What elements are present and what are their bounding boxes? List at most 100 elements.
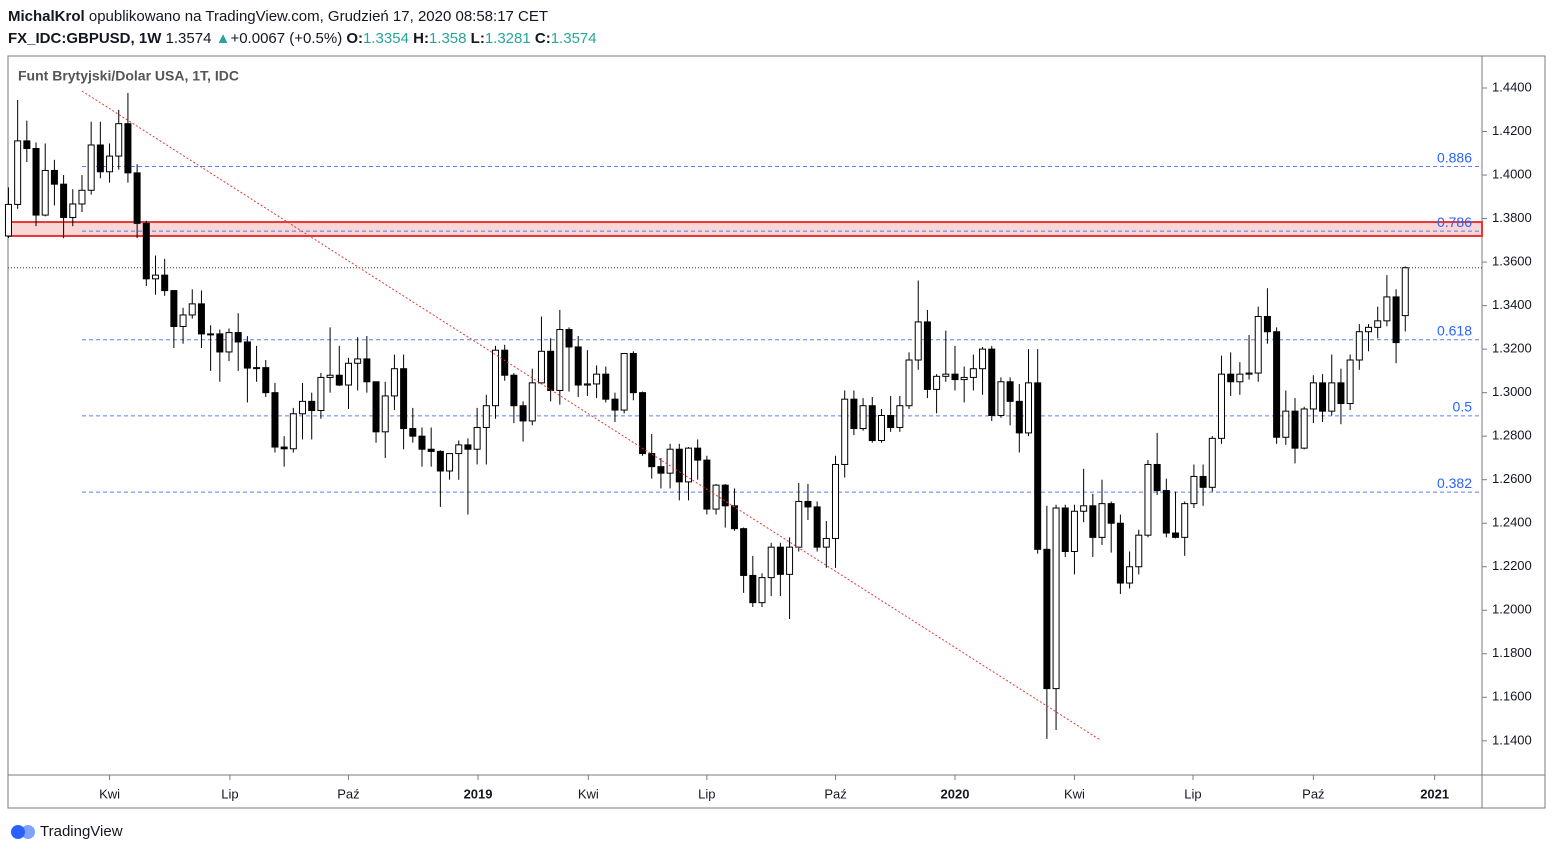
candle-body [1126,566,1134,584]
candle-body [537,350,545,384]
resistance-zone [7,221,1483,237]
candle-body [1070,510,1078,553]
candle-body [639,392,647,455]
logo [11,825,35,839]
candle-body [694,447,702,461]
fib-label: 0.886 [1437,149,1472,165]
candle-body [832,463,840,539]
candle-body [1273,331,1281,438]
candle-body [721,484,729,507]
candle-body [381,395,389,433]
fib-label: 0.786 [1437,214,1472,230]
candle-body [933,375,941,390]
candle-body [60,183,68,218]
candle-body [96,144,104,173]
c-value: 1.3574 [550,30,597,47]
candle-body [41,169,49,216]
candle-body [1309,382,1317,410]
candle-body [1300,408,1308,449]
candle-body [418,435,426,450]
candle-body [841,398,849,465]
candle-body [1365,326,1373,333]
candle-body [565,329,573,348]
candle-body [583,383,591,386]
fib-label: 0.382 [1437,475,1472,491]
candle-body [868,405,876,442]
candle-body [106,155,114,173]
candle-body [730,505,738,530]
y-tick-label: 1.2000 [1492,602,1532,617]
arrow: ▲ [215,30,231,47]
candle-body [482,405,490,428]
candle-body [510,374,518,407]
y-tick-label: 1.2600 [1492,471,1532,486]
x-tick-label: 2019 [464,786,493,801]
candle-body [253,367,261,370]
candle-body [1034,382,1042,550]
x-tick-label: Lip [698,786,715,801]
candle-body [574,346,582,386]
candle-body [1263,315,1271,333]
candle-body [1162,490,1170,534]
candle-body [740,528,748,576]
candle-body [225,332,233,353]
l-value: 1.3281 [484,30,531,47]
candle-body [427,448,435,452]
candle-body [1346,359,1354,405]
candle-body [620,352,628,411]
candle-body [602,373,610,400]
x-tick-label: Kwi [578,786,599,801]
candle-body [942,373,950,377]
candle-body [1355,331,1363,361]
candle-body [409,428,417,437]
candle-body [335,374,343,386]
candle-body [1217,373,1225,439]
candle-body [776,546,784,575]
candle-body [1337,382,1345,405]
candle-body [271,392,279,448]
candle-body [151,274,159,280]
candle-body [758,577,766,604]
candle-body [78,189,86,205]
candle-body [170,290,178,327]
candle-body [32,147,40,216]
candle-body [14,140,22,205]
candle-body [243,341,251,369]
y-tick-label: 1.2200 [1492,558,1532,573]
candle-body [1392,296,1400,344]
candle-body [344,362,352,386]
x-tick-label: 2021 [1420,786,1449,801]
candle-body [1098,503,1106,538]
h-label: H: [413,30,429,47]
candle-body [1236,373,1244,383]
y-tick-label: 1.3400 [1492,297,1532,312]
y-tick-label: 1.3200 [1492,341,1532,356]
header-line-1: MichalKrol opublikowano na TradingView.c… [8,6,597,28]
y-tick-label: 1.2800 [1492,428,1532,443]
candle-body [795,500,803,548]
candle-body [1328,382,1336,412]
candle-body [593,373,601,385]
candle-body [142,222,150,280]
candle-body [1190,475,1198,505]
candle-body [390,368,398,397]
candle-body [124,123,132,174]
candle-body [804,500,812,508]
candle-body [1006,381,1014,402]
candle-body [887,415,895,428]
published: opublikowano na TradingView.com, Grudzie… [88,8,549,25]
candle-body [363,358,371,383]
candle-body [923,321,931,390]
y-tick-label: 1.4200 [1492,123,1532,138]
candle-body [749,574,757,604]
x-tick-label: Lip [1184,786,1201,801]
o-label: O: [346,30,364,47]
candle-body [197,303,205,335]
o-value: 1.3354 [363,30,409,47]
h-value: 1.358 [428,30,467,47]
candle-body [1043,548,1051,690]
change: +0.0067 (+0.5%) [230,30,343,47]
candle-body [1144,463,1152,536]
brand: TradingView [40,823,123,840]
